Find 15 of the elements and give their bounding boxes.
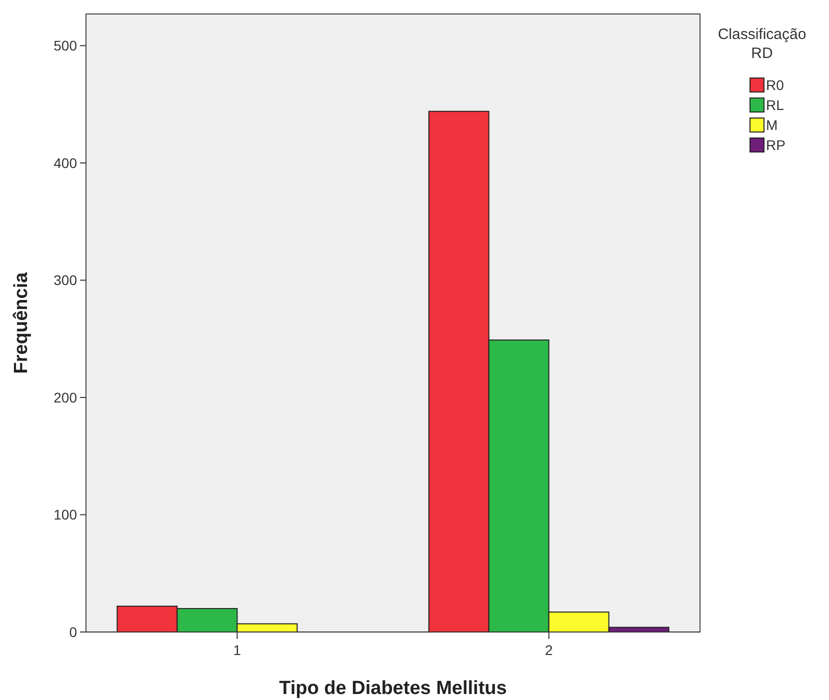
y-tick-label: 100 [54,506,78,523]
y-tick-label: 500 [54,38,78,54]
legend-label: R0 [766,76,784,93]
x-tick-label: 1 [233,642,242,658]
y-tick-label: 400 [54,154,78,171]
y-tick-label: 300 [54,272,78,288]
y-axis-title: Frequência [11,272,32,374]
legend-label: M [766,116,778,133]
y-tick-label: 200 [54,389,78,406]
legend-title: Classificação RD [718,26,806,62]
legend-label: RL [766,96,784,113]
legend-label: RP [766,136,786,153]
y-tick-label: 0 [69,624,78,640]
x-tick-label: 2 [544,642,553,658]
x-axis-title: Tipo de Diabetes Mellitus [279,678,507,699]
